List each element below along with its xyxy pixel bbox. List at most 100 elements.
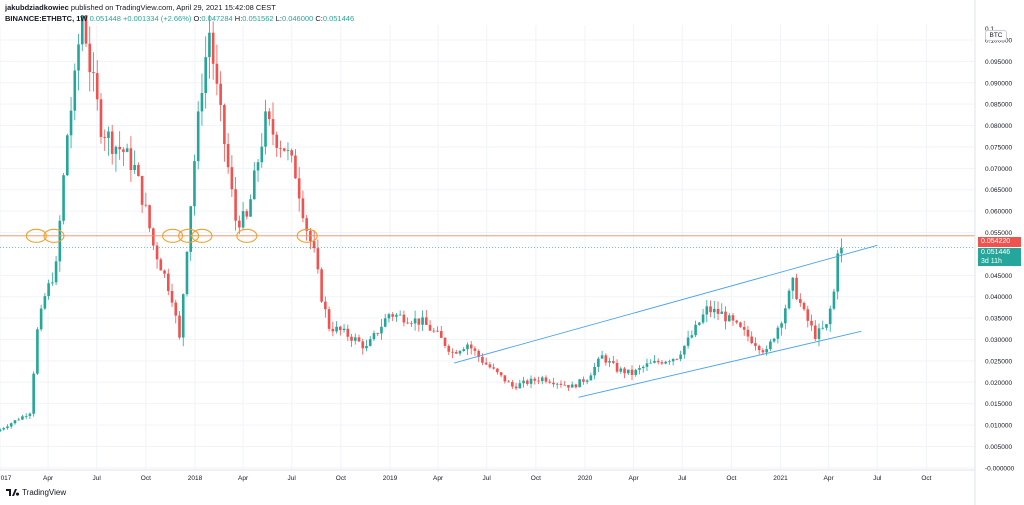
candle-up — [398, 314, 402, 316]
candle-up — [540, 377, 544, 382]
candle-down — [297, 178, 301, 199]
candle-up — [256, 162, 260, 171]
candle-up — [791, 277, 795, 291]
candle-up — [600, 355, 604, 359]
candle-down — [533, 378, 537, 381]
channel-lower-trendline — [578, 330, 862, 398]
candle-up — [9, 423, 13, 427]
open-value: 0.047284 — [201, 14, 233, 23]
candle-up — [185, 251, 189, 295]
candle-up — [780, 323, 783, 328]
candle-down — [118, 146, 121, 150]
candle-up — [260, 146, 264, 163]
candle-up — [264, 111, 267, 147]
candle-down — [795, 277, 798, 300]
candle-up — [73, 70, 77, 111]
candle-down — [267, 111, 271, 120]
price-tick-label: 0.010000 — [985, 423, 1012, 430]
candle-down — [129, 148, 133, 171]
time-tick-label: 017 — [1, 475, 12, 482]
candle-down — [447, 345, 451, 352]
chart-grid — [0, 25, 975, 470]
highlight-circle — [236, 228, 258, 243]
candle-down — [282, 148, 286, 151]
candle-down — [742, 326, 746, 330]
candle-up — [80, 15, 84, 45]
candle-up — [619, 368, 623, 372]
candle-up — [51, 282, 54, 284]
price-tick-label: 0.075000 — [985, 144, 1012, 151]
currency-button[interactable]: BTC — [985, 30, 1007, 41]
candle-down — [155, 245, 159, 260]
candle-down — [716, 308, 720, 314]
candle-down — [544, 377, 548, 382]
candle-down — [238, 220, 241, 228]
candle-down — [417, 318, 421, 325]
candle-up — [77, 44, 80, 71]
candle-up — [671, 358, 675, 362]
candle-up — [705, 306, 709, 315]
author-name[interactable]: jakubdziadkowiec — [5, 3, 69, 12]
candle-down — [507, 381, 510, 383]
candle-down — [290, 150, 294, 156]
candle-down — [806, 309, 810, 321]
candle-down — [623, 368, 626, 374]
candle-down — [473, 348, 477, 351]
tradingview-logo[interactable]: TradingView — [6, 488, 66, 497]
price-tick-label: 0.055000 — [985, 230, 1012, 237]
candle-down — [226, 144, 230, 168]
candle-down — [731, 315, 735, 321]
price-tick-label: 0.065000 — [985, 187, 1012, 194]
candle-down — [110, 131, 114, 154]
candle-down — [361, 341, 365, 349]
candle-up — [555, 383, 559, 385]
channel-upper-trendline — [453, 244, 878, 364]
candle-down — [548, 381, 552, 383]
price-tick-label: 0.085000 — [985, 102, 1012, 109]
candle-down — [92, 72, 95, 74]
candle-up — [208, 32, 211, 58]
time-tick-label: 2018 — [188, 475, 203, 482]
time-tick-label: Oct — [921, 475, 931, 482]
candle-down — [391, 314, 394, 317]
candle-down — [170, 290, 174, 303]
time-tick-label: Jul — [483, 475, 492, 482]
candle-down — [223, 104, 226, 145]
time-tick-label: Jul — [288, 475, 297, 482]
low-label: L: — [275, 14, 282, 23]
candle-up — [626, 369, 630, 374]
candle-up — [828, 308, 832, 325]
candle-down — [559, 383, 563, 385]
candle-down — [492, 367, 495, 369]
candle-up — [679, 354, 682, 360]
candle-up — [784, 308, 787, 324]
candle-up — [383, 318, 387, 327]
candle-up — [836, 253, 840, 292]
symbol-name[interactable]: BINANCE:ETHBTC, 1W — [5, 14, 88, 23]
price-tick-label: 0.1 — [985, 26, 994, 33]
current-price-value: 0.051446 — [981, 249, 1011, 256]
candle-down — [406, 322, 409, 324]
highlight-circle — [162, 228, 184, 243]
candle-up — [353, 337, 357, 341]
candle-down — [477, 350, 480, 357]
candle-down — [305, 218, 308, 231]
candle-up — [395, 314, 398, 317]
candle-down — [552, 382, 555, 385]
candle-down — [357, 337, 361, 342]
close-value: 0.051446 — [322, 14, 355, 23]
candle-up — [765, 349, 768, 353]
price-tick-label: 0.025000 — [985, 358, 1012, 365]
candle-up — [62, 175, 65, 221]
candle-down — [630, 369, 634, 375]
candle-down — [746, 329, 750, 337]
candle-down — [103, 136, 107, 138]
candle-down — [346, 328, 350, 337]
candle-down — [410, 323, 413, 325]
candle-up — [825, 324, 828, 328]
candle-up — [372, 333, 376, 340]
price-tick-label: 0.095000 — [985, 59, 1012, 66]
candle-up — [597, 358, 600, 367]
candle-up — [787, 290, 791, 309]
